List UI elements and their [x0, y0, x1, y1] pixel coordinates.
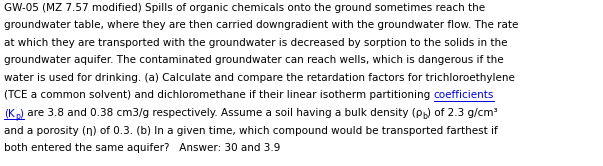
Text: p: p — [14, 112, 20, 121]
Text: GW-05 (MZ 7.57 modified) Spills of organic chemicals onto the ground sometimes r: GW-05 (MZ 7.57 modified) Spills of organ… — [4, 3, 485, 13]
Text: both entered the same aquifer?   Answer: 30 and 3.9: both entered the same aquifer? Answer: 3… — [4, 143, 280, 153]
Text: and a porosity (η) of 0.3. (b) In a given time, which compound would be transpor: and a porosity (η) of 0.3. (b) In a give… — [4, 125, 497, 135]
Text: water is used for drinking. (a) Calculate and compare the retardation factors fo: water is used for drinking. (a) Calculat… — [4, 73, 515, 83]
Text: (K: (K — [4, 108, 14, 118]
Text: b: b — [422, 112, 427, 121]
Text: coefficients: coefficients — [434, 90, 494, 100]
Text: at which they are transported with the groundwater is decreased by sorption to t: at which they are transported with the g… — [4, 38, 508, 48]
Text: ) of 2.3 g/cm³: ) of 2.3 g/cm³ — [427, 108, 497, 118]
Text: are 3.8 and 0.38 cm3/g respectively. Assume a soil having a bulk density (ρ: are 3.8 and 0.38 cm3/g respectively. Ass… — [24, 108, 422, 118]
Text: (TCE a common solvent) and dichloromethane if their linear isotherm partitioning: (TCE a common solvent) and dichlorometha… — [4, 90, 434, 100]
Text: groundwater table, where they are then carried downgradient with the groundwater: groundwater table, where they are then c… — [4, 20, 519, 31]
Text: ): ) — [20, 108, 24, 118]
Text: groundwater aquifer. The contaminated groundwater can reach wells, which is dang: groundwater aquifer. The contaminated gr… — [4, 55, 504, 66]
